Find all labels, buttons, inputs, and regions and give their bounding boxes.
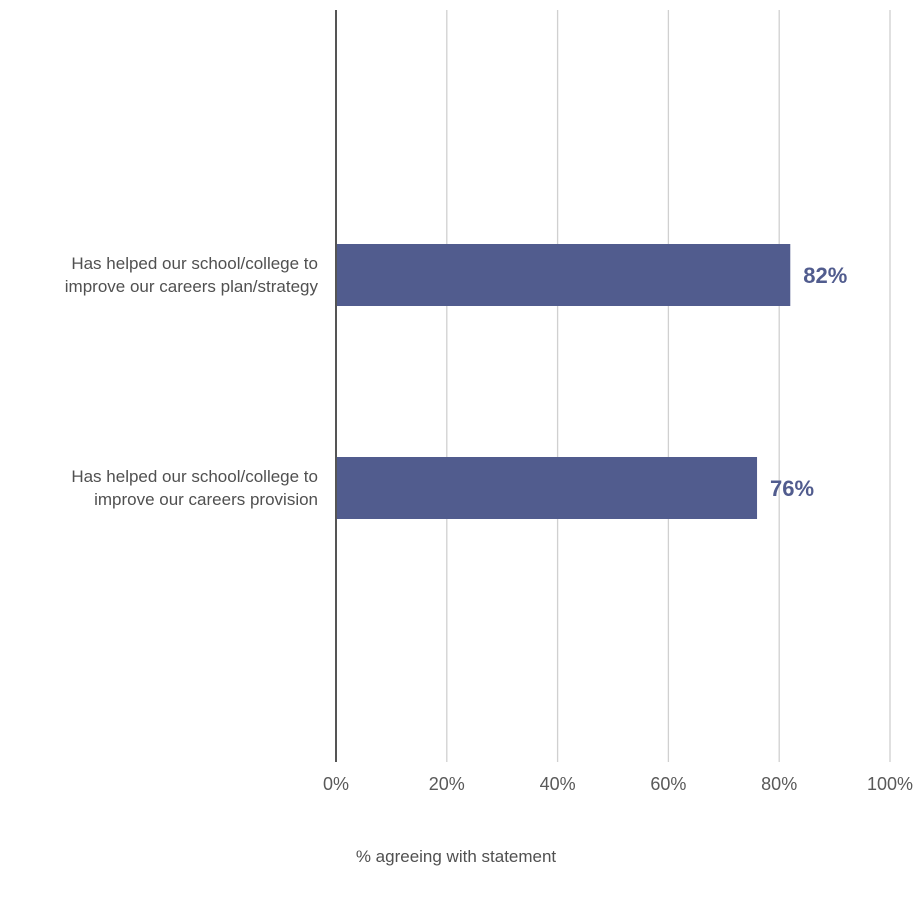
category-labels: Has helped our school/college to improve … <box>65 254 319 509</box>
x-tick-label: 40% <box>540 774 576 794</box>
x-tick-label: 60% <box>650 774 686 794</box>
bars <box>336 244 791 519</box>
category-label-line: improve our careers plan/strategy <box>65 277 319 296</box>
data-labels: 82% 76% <box>770 263 847 501</box>
category-label-line: improve our careers provision <box>94 490 318 509</box>
x-tick-labels: 0% 20% 40% 60% 80% 100% <box>323 774 913 794</box>
x-tick-label: 80% <box>761 774 797 794</box>
x-tick-label: 100% <box>867 774 913 794</box>
x-tick-label: 20% <box>429 774 465 794</box>
category-label: Has helped our school/college to improve … <box>71 467 318 509</box>
x-tick-label: 0% <box>323 774 349 794</box>
bar <box>336 244 791 306</box>
x-axis-title: % agreeing with statement <box>356 847 557 866</box>
data-label: 76% <box>770 476 814 501</box>
category-label: Has helped our school/college to improve … <box>65 254 319 296</box>
category-label-line: Has helped our school/college to <box>71 254 318 273</box>
data-label: 82% <box>803 263 847 288</box>
category-label-line: Has helped our school/college to <box>71 467 318 486</box>
gridlines <box>446 10 891 762</box>
bar <box>336 457 758 519</box>
